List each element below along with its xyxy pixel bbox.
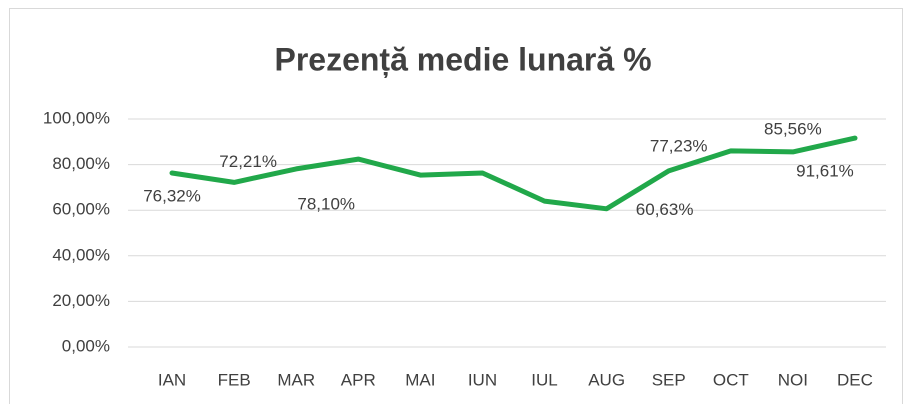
data-label: 60,63%: [636, 200, 694, 219]
chart-frame: [9, 8, 903, 404]
y-tick-label: 80,00%: [52, 154, 110, 173]
x-tick-label: IAN: [158, 370, 186, 389]
y-tick-label: 100,00%: [43, 108, 110, 127]
y-tick-label: 40,00%: [52, 245, 110, 264]
x-tick-label: DEC: [837, 370, 873, 389]
data-label: 78,10%: [297, 194, 355, 213]
x-tick-label: IUN: [468, 370, 497, 389]
x-tick-label: OCT: [713, 370, 749, 389]
x-tick-label: SEP: [652, 370, 686, 389]
data-label: 85,56%: [764, 119, 822, 138]
line: [169, 135, 858, 212]
x-tick-label: MAR: [277, 370, 315, 389]
x-tick-label: NOI: [778, 370, 808, 389]
x-tick-label: MAI: [405, 370, 435, 389]
data-label: 77,23%: [650, 136, 708, 155]
x-tick-label: AUG: [588, 370, 625, 389]
chart-title: Prezență medie lunară %: [274, 41, 651, 77]
x-tick-label: IUL: [531, 370, 557, 389]
data-label: 76,32%: [143, 186, 201, 205]
x-tick-label: APR: [341, 370, 376, 389]
data-label: 72,21%: [219, 152, 277, 171]
y-tick-label: 0,00%: [62, 336, 110, 355]
y-tick-label: 60,00%: [52, 200, 110, 219]
x-tick-label: FEB: [218, 370, 251, 389]
data-label: 91,61%: [796, 162, 854, 181]
y-tick-label: 20,00%: [52, 291, 110, 310]
